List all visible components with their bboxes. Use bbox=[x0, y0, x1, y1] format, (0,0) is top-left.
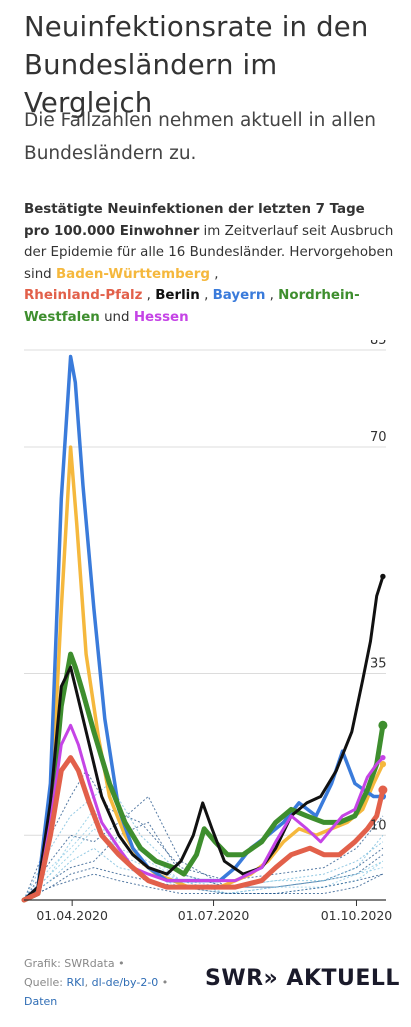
separator: , bbox=[142, 288, 156, 303]
page-subtitle: Die Fallzahlen nehmen aktuell in allen B… bbox=[24, 110, 376, 164]
source-link-daten[interactable]: Daten bbox=[24, 995, 58, 1008]
source-link-license[interactable]: dl-de/by-2-0 bbox=[91, 976, 159, 989]
bullet: • bbox=[161, 976, 169, 989]
highlight-hessen: Hessen bbox=[133, 309, 189, 325]
series-line-hessen bbox=[22, 723, 385, 902]
background-series-line bbox=[23, 795, 384, 901]
background-series-line bbox=[23, 873, 384, 901]
highlight-nordrhein-westfalen: Nordrhein-Westfalen bbox=[24, 288, 360, 325]
separator: und bbox=[99, 309, 134, 325]
series-endpoint-nordrhein-westfalen bbox=[378, 720, 388, 730]
page-title: Neuinfektionsrate in den Bundesländern i… bbox=[24, 11, 369, 119]
series-line-bayern bbox=[22, 354, 385, 902]
series-line-rheinland-pfalz bbox=[21, 755, 386, 903]
axis-labels: 10 35 70 85 01.04.2020 01.07.2020 01.10.2020 bbox=[36, 340, 392, 923]
line-chart: 10 35 70 85 01.04.2020 01.07.2020 01.10.2020 bbox=[21, 340, 392, 923]
source-label: Quelle: bbox=[24, 976, 63, 989]
highlighted-series bbox=[21, 354, 388, 903]
y-tick-label: 85 bbox=[370, 340, 387, 348]
x-tick-label: 01.04.2020 bbox=[36, 908, 108, 923]
credit-label: Grafik: bbox=[24, 957, 61, 970]
description-bold: Bestätigte Neuinfektionen der letzten 7 … bbox=[24, 202, 365, 239]
footer: Grafik: SWRdata • Quelle: RKI, dl-de/by-… bbox=[24, 954, 168, 1011]
background-series-line bbox=[23, 821, 384, 901]
source-link-rki[interactable]: RKI bbox=[66, 976, 85, 989]
background-series-line bbox=[23, 867, 384, 901]
credit-value: SWRdata bbox=[64, 957, 115, 970]
chart-description: Bestätigte Neuinfektionen der letzten 7 … bbox=[24, 199, 394, 328]
background-series-line bbox=[23, 769, 384, 901]
y-tick-label: 70 bbox=[370, 430, 387, 445]
separator: , bbox=[199, 288, 213, 303]
series-endpoint-hessen bbox=[380, 754, 386, 761]
background-series-line bbox=[23, 834, 384, 901]
separator: , bbox=[209, 266, 219, 282]
credit-line: Grafik: SWRdata • bbox=[24, 954, 168, 973]
series-endpoint-berlin bbox=[380, 573, 386, 580]
series-line-berlin bbox=[22, 575, 385, 902]
data-line: Daten bbox=[24, 992, 168, 1011]
x-axis bbox=[24, 899, 386, 906]
background-series-line bbox=[23, 821, 384, 901]
highlight-baden-wuerttemberg: Baden-Württemberg bbox=[55, 266, 210, 282]
series-line-nordrhein-westfalen bbox=[21, 651, 386, 903]
highlight-berlin: Berlin bbox=[155, 288, 200, 303]
highlight-bayern: Bayern bbox=[212, 288, 266, 303]
highlight-rheinland-pfalz: Rheinland-Pfalz bbox=[24, 288, 143, 303]
background-series-line bbox=[23, 782, 384, 901]
x-tick-label: 01.07.2020 bbox=[178, 908, 250, 923]
separator: , bbox=[265, 288, 279, 303]
bullet: • bbox=[118, 957, 125, 970]
source-line: Quelle: RKI, dl-de/by-2-0 • bbox=[24, 976, 169, 989]
description-text: im Zeitverlauf seit Ausbruch der Epidemi… bbox=[24, 223, 394, 282]
series-endpoint-baden-w-rttemberg bbox=[379, 760, 387, 768]
y-tick-label: 10 bbox=[370, 818, 387, 833]
swr-aktuell-logo: SWR» AKTUELL bbox=[205, 966, 400, 991]
series-endpoint-rheinland-pfalz bbox=[378, 785, 388, 795]
y-tick-label: 35 bbox=[370, 657, 387, 672]
x-tick-label: 01.10.2020 bbox=[321, 908, 393, 923]
